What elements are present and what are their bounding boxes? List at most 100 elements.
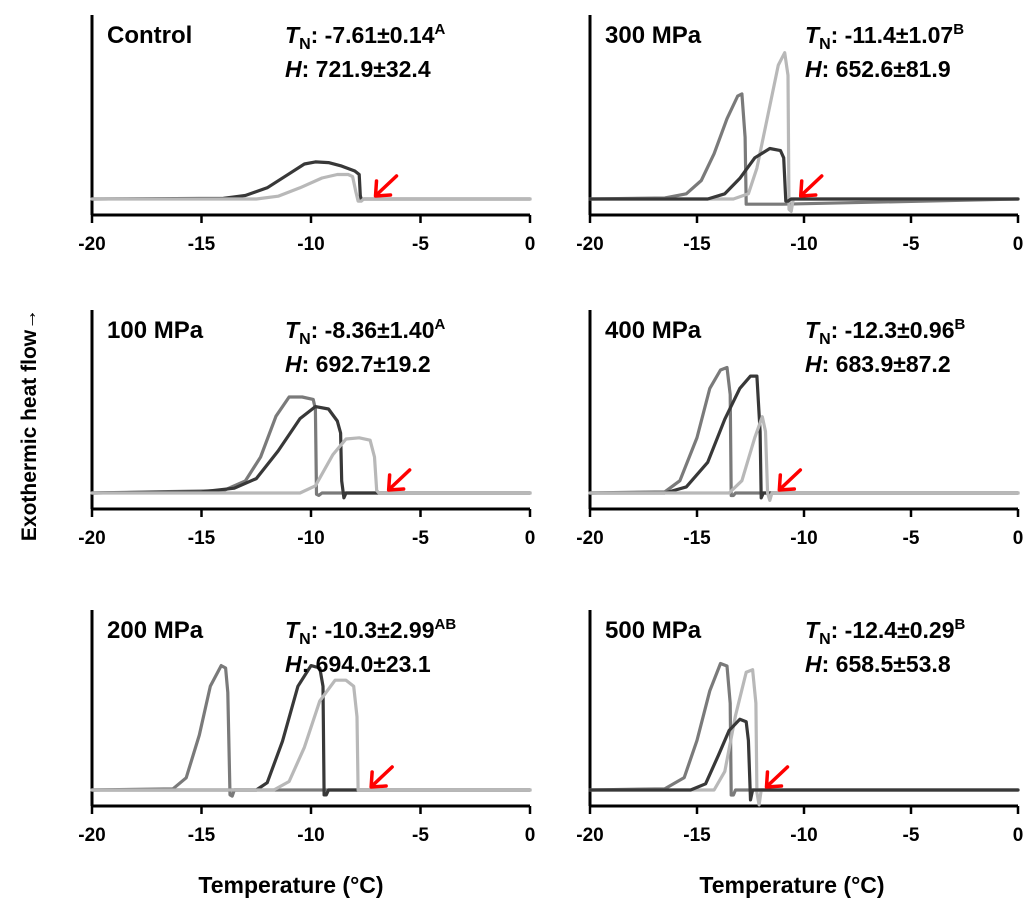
x-tick-label: 0: [1013, 825, 1024, 846]
h-symbol: H: [805, 56, 822, 82]
panel-500-mpa: -20 -15 -10 -5 0 500 MPa TN: -12.4±0.29B H: 658…: [576, 610, 1023, 846]
tn-subscript: N: [299, 631, 311, 648]
tn-symbol: T: [805, 617, 821, 643]
h-annotation: H: 658.5±53.8: [805, 651, 951, 677]
red-arrow-icon: [764, 765, 790, 789]
series-line-mid: [90, 663, 532, 798]
tn-subscript: N: [299, 36, 311, 53]
x-tick-label: 0: [525, 528, 536, 549]
tn-value: : -11.4±1.07: [831, 22, 954, 48]
series-line-light: [588, 415, 1020, 502]
y-axis-title-text: Exothermic heat flow→: [18, 309, 41, 541]
h-annotation: H: 721.9±32.4: [285, 56, 431, 82]
arrow-shaft: [389, 468, 412, 489]
series-line-light: [90, 436, 532, 495]
series-line-light: [90, 172, 532, 203]
h-value: : 694.0±23.1: [302, 651, 431, 677]
tn-annotation: TN: -11.4±1.07B: [805, 21, 964, 53]
x-tick-label: -15: [188, 528, 216, 549]
tn-value: : -10.3±2.99: [311, 617, 435, 643]
series-line-mid: [588, 92, 1020, 206]
x-tick-label: -5: [903, 825, 920, 846]
h-value: : 658.5±53.8: [822, 651, 951, 677]
x-tick-label: -10: [790, 528, 817, 549]
x-tick-label: 0: [525, 234, 536, 255]
tn-superscript: B: [955, 616, 966, 633]
x-tick-label: -10: [790, 234, 817, 255]
arrow-head: [386, 473, 406, 492]
x-tick-label: -5: [412, 825, 429, 846]
x-tick-label: -10: [790, 825, 817, 846]
h-annotation: H: 652.6±81.9: [805, 56, 951, 82]
series-line-dark: [90, 663, 532, 797]
tn-value: : -12.3±0.96: [831, 317, 955, 343]
tn-symbol: T: [285, 317, 301, 343]
panel-title: 400 MPa: [605, 317, 702, 344]
arrow-shaft: [801, 174, 824, 195]
x-tick-label: -20: [78, 528, 105, 549]
tn-superscript: A: [435, 21, 446, 38]
x-tick-label: -20: [576, 234, 603, 255]
x-tick-label: 0: [525, 825, 536, 846]
x-tick-label: -20: [78, 234, 105, 255]
panel-title: 200 MPa: [107, 617, 204, 644]
h-symbol: H: [805, 351, 822, 377]
h-value: : 652.6±81.9: [822, 56, 951, 82]
arrow-head: [369, 770, 388, 789]
red-arrow-icon: [373, 174, 399, 198]
red-arrow-icon: [386, 468, 412, 492]
tn-annotation: TN: -12.3±0.96B: [805, 316, 966, 348]
series-line-dark: [588, 374, 1020, 500]
tn-subscript: N: [819, 331, 831, 348]
series-line-light: [588, 668, 1020, 807]
tn-superscript: A: [435, 316, 446, 333]
series-line-dark: [90, 160, 532, 202]
x-tick-label: -15: [188, 234, 216, 255]
panel-300-mpa: -20 -15 -10 -5 0 300 MPa TN: -11.4±1.07B H: 652…: [576, 15, 1023, 255]
series-line-light: [90, 678, 532, 792]
x-tick-label: -5: [903, 528, 920, 549]
x-tick-label: -15: [188, 825, 216, 846]
tn-subscript: N: [819, 36, 831, 53]
h-annotation: H: 683.9±87.2: [805, 351, 951, 377]
x-tick-label: 0: [1013, 528, 1024, 549]
tn-superscript: AB: [435, 616, 457, 633]
panel-control: -20 -15 -10 -5 0 Control TN: -7.61±0.14A H: 721…: [78, 15, 535, 255]
series-line-dark: [588, 146, 1020, 203]
tn-value: : -8.36±1.40: [311, 317, 435, 343]
x-tick-label: -15: [683, 825, 711, 846]
tn-symbol: T: [805, 317, 821, 343]
series-line-mid: [588, 661, 1020, 797]
arrow-shaft: [767, 765, 790, 786]
tn-superscript: B: [955, 316, 966, 333]
tn-annotation: TN: -8.36±1.40A: [285, 316, 446, 348]
tn-subscript: N: [299, 331, 311, 348]
h-annotation: H: 692.7±19.2: [285, 351, 431, 377]
x-tick-label: -15: [683, 234, 711, 255]
red-arrow-icon: [777, 468, 803, 492]
red-arrow-icon: [369, 765, 394, 789]
y-axis-title: Exothermic heat flow→: [18, 309, 41, 541]
x-tick-label: -5: [412, 528, 429, 549]
panel-400-mpa: -20 -15 -10 -5 0 400 MPa TN: -12.3±0.96B H: 683…: [576, 310, 1023, 549]
tn-superscript: B: [953, 21, 964, 38]
h-annotation: H: 694.0±23.1: [285, 651, 431, 677]
h-value: : 683.9±87.2: [822, 351, 951, 377]
x-axis-title-left: Temperature (°C): [198, 872, 383, 898]
x-tick-label: -10: [297, 234, 324, 255]
arrow-head: [777, 473, 797, 492]
arrow-shaft: [376, 174, 399, 195]
x-axis-title-right: Temperature (°C): [699, 872, 884, 898]
x-tick-label: -20: [576, 825, 603, 846]
x-tick-label: -5: [903, 234, 920, 255]
red-arrow-icon: [798, 174, 824, 198]
h-symbol: H: [805, 651, 822, 677]
tn-symbol: T: [805, 22, 821, 48]
series-line-light: [588, 51, 1020, 213]
x-tick-label: -15: [683, 528, 711, 549]
arrow-head: [373, 179, 393, 198]
arrow-shaft: [372, 765, 394, 786]
tn-subscript: N: [819, 631, 831, 648]
x-tick-label: -5: [412, 234, 429, 255]
tn-symbol: T: [285, 22, 301, 48]
